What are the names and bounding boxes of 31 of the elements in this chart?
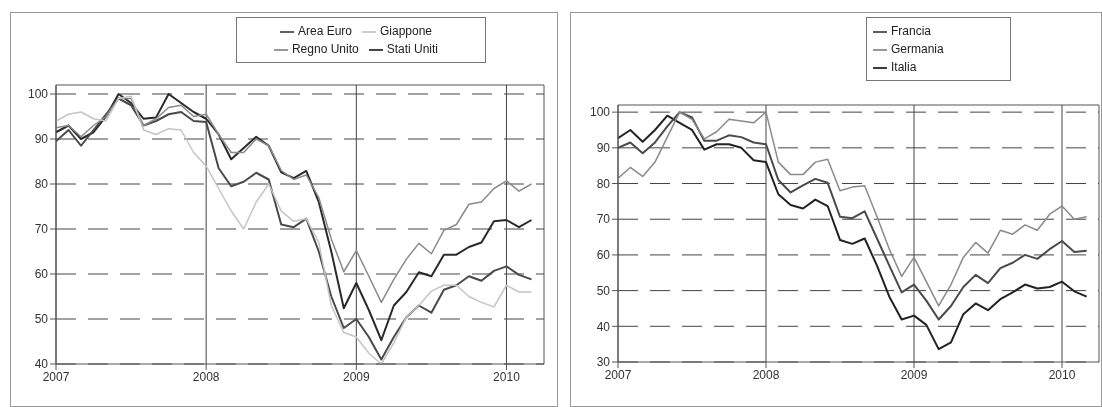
legend-label: Stati Uniti — [386, 42, 439, 56]
legend-label: Giappone — [379, 24, 433, 38]
y-tick-label: 40 — [596, 319, 611, 334]
legend-label: Germania — [891, 42, 944, 56]
x-tick-label: 2007 — [42, 369, 70, 384]
x-tick-label: 2010 — [493, 369, 521, 384]
y-tick-label: 60 — [34, 267, 49, 282]
y-tick-label: 80 — [596, 176, 611, 191]
y-tick-label: 90 — [34, 132, 49, 147]
y-tick-label: 90 — [596, 141, 611, 156]
line-series — [56, 97, 533, 304]
legend-label: Italia — [891, 60, 917, 74]
y-tick-label: 30 — [596, 355, 611, 370]
y-tick-label: 100 — [589, 105, 611, 120]
x-tick-label: 2008 — [752, 367, 780, 382]
y-tick-label: 40 — [34, 357, 49, 372]
y-tick-label: 50 — [34, 312, 49, 327]
x-tick-label: 2009 — [900, 367, 928, 382]
y-tick-label: 70 — [596, 212, 611, 227]
x-tick-label: 2008 — [192, 369, 220, 384]
y-tick-label: 70 — [34, 222, 49, 237]
y-tick-label: 50 — [596, 283, 611, 298]
y-tick-label: 100 — [27, 87, 49, 102]
legend-label: Area Euro — [297, 24, 352, 38]
y-tick-label: 80 — [34, 177, 49, 192]
legend-label: Francia — [891, 24, 932, 38]
y-tick-label: 60 — [596, 248, 611, 263]
x-tick-label: 2007 — [604, 367, 632, 382]
x-tick-label: 2010 — [1048, 367, 1076, 382]
x-tick-label: 2009 — [342, 369, 370, 384]
legend-label: Regno Unito — [291, 42, 359, 56]
